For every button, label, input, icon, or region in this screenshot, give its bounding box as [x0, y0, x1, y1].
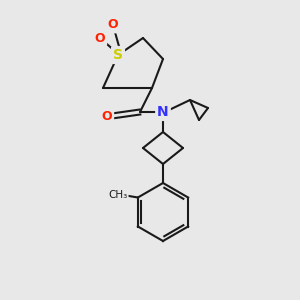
Text: CH₃: CH₃: [108, 190, 128, 200]
Text: S: S: [113, 48, 123, 62]
Text: O: O: [108, 19, 118, 32]
Text: N: N: [157, 105, 169, 119]
Text: O: O: [102, 110, 112, 122]
Text: O: O: [95, 32, 105, 44]
